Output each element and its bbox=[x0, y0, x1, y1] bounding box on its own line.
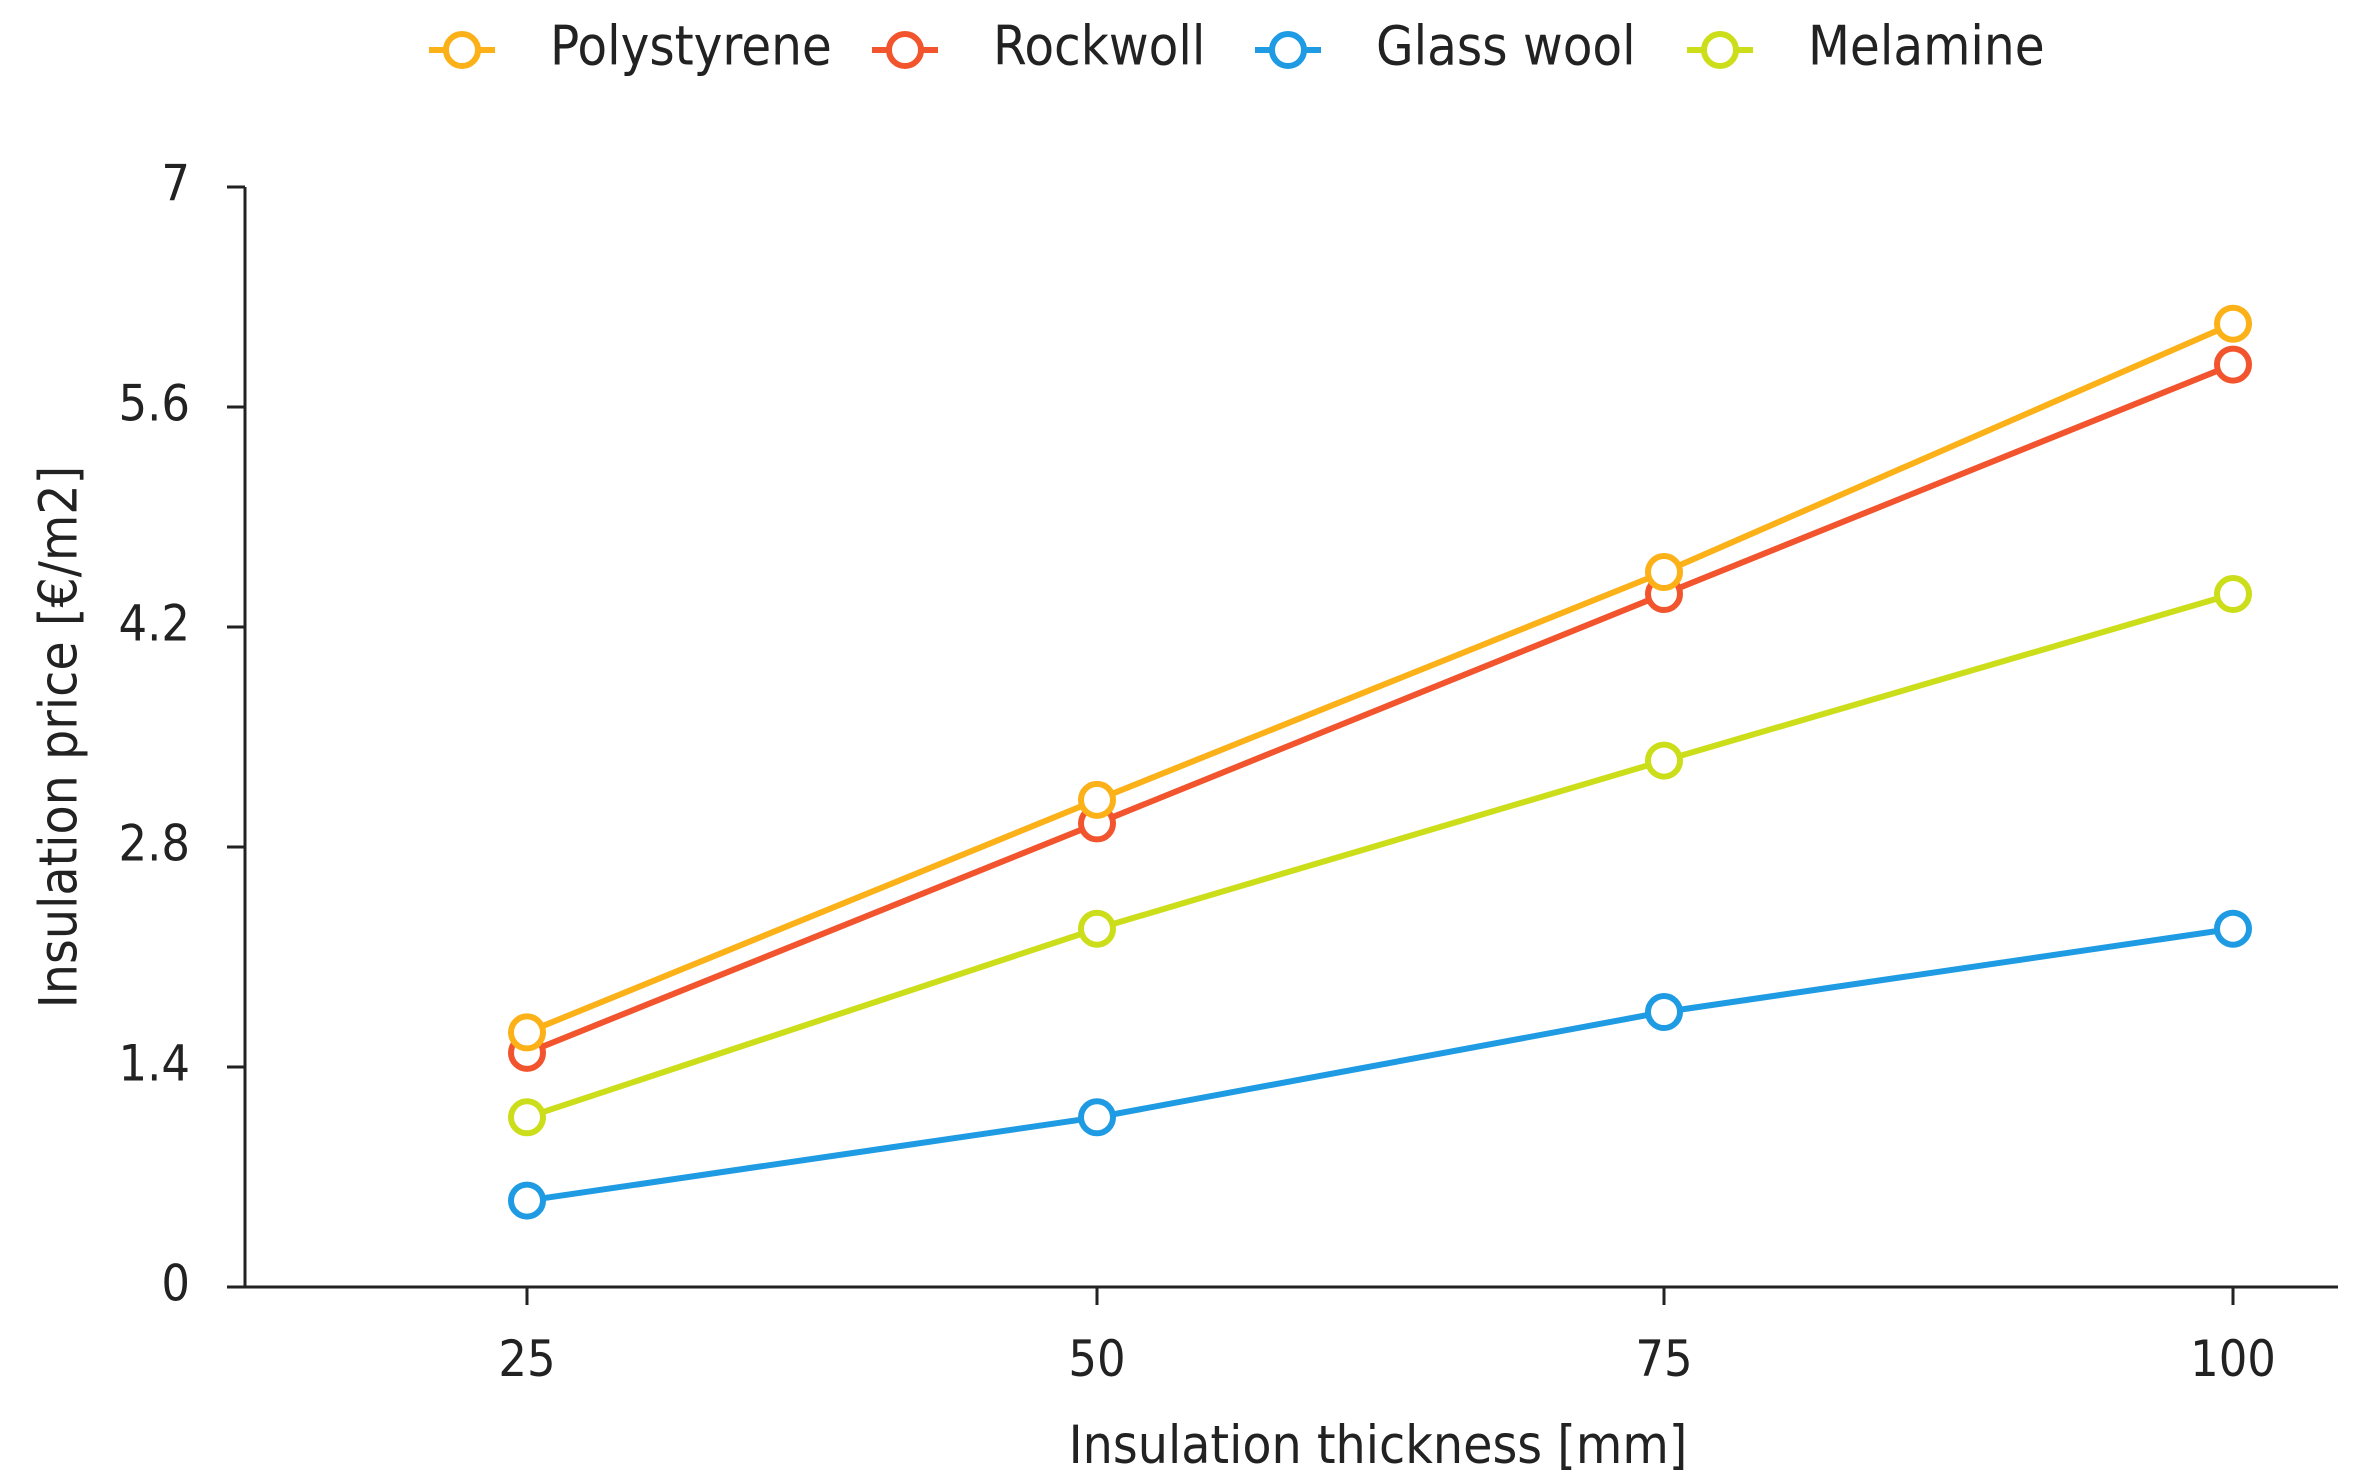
data-point-glass-wool bbox=[1645, 993, 1683, 1031]
data-point-melamine bbox=[1645, 741, 1683, 780]
series-line-glass-wool bbox=[526, 925, 2234, 1204]
data-point-glass-wool bbox=[2214, 909, 2252, 948]
series-line-melamine bbox=[526, 591, 2234, 1121]
y-tick-label: 2.8 bbox=[118, 815, 190, 873]
legend-swatch-marker bbox=[1701, 31, 1739, 69]
y-tick-label: 4.2 bbox=[118, 595, 190, 653]
legend-item-melamine: Melamine bbox=[1687, 15, 2045, 78]
y-ticks: 0 1.4 2.8 4.2 5.6 7 bbox=[118, 155, 245, 1313]
data-point-melamine bbox=[508, 1098, 546, 1137]
data-point-polystyrene bbox=[508, 1013, 546, 1052]
series-line-rockwoll bbox=[525, 361, 2235, 1056]
data-point-melamine bbox=[2214, 575, 2252, 613]
data-point-polystyrene bbox=[1078, 780, 1116, 819]
series-line-polystyrene bbox=[525, 320, 2235, 1036]
x-axis-title: Insulation thickness [mm] bbox=[1069, 1415, 1688, 1476]
data-point-polystyrene bbox=[2214, 304, 2252, 343]
legend-swatch-marker bbox=[886, 31, 924, 69]
x-tick-label: 50 bbox=[1068, 1330, 1125, 1388]
x-tick-label: 100 bbox=[2190, 1330, 2276, 1388]
data-point-rockwoll bbox=[2214, 345, 2252, 384]
y-axis-title: Insulation price [€/m2] bbox=[29, 466, 90, 1009]
y-tick-label: 1.4 bbox=[118, 1035, 190, 1093]
y-tick-label: 5.6 bbox=[118, 375, 190, 433]
series-lines bbox=[525, 320, 2235, 1204]
data-point-melamine bbox=[1078, 909, 1116, 948]
x-ticks: 25 50 75 100 bbox=[498, 1287, 2276, 1388]
x-tick-label: 25 bbox=[498, 1330, 555, 1388]
legend-label: Melamine bbox=[1808, 15, 2045, 78]
data-point-glass-wool bbox=[1078, 1098, 1116, 1137]
legend-label: Polystyrene bbox=[550, 15, 832, 78]
x-tick-label: 75 bbox=[1635, 1330, 1692, 1388]
y-tick-label: 0 bbox=[161, 1255, 190, 1313]
y-tick-label: 7 bbox=[161, 155, 190, 213]
legend-label: Rockwoll bbox=[993, 15, 1205, 78]
axes bbox=[243, 187, 2338, 1289]
series-markers bbox=[508, 304, 2252, 1220]
legend-item-polystyrene: Polystyrene bbox=[429, 15, 832, 78]
legend: Polystyrene Rockwoll Glass wool Melamine bbox=[429, 15, 2045, 78]
legend-item-glass-wool: Glass wool bbox=[1255, 15, 1636, 78]
legend-label: Glass wool bbox=[1376, 15, 1636, 78]
data-point-polystyrene bbox=[1645, 553, 1683, 591]
data-point-glass-wool bbox=[508, 1181, 546, 1220]
legend-swatch-marker bbox=[443, 31, 481, 69]
legend-swatch-marker bbox=[1269, 31, 1307, 69]
legend-item-rockwoll: Rockwoll bbox=[872, 15, 1205, 78]
